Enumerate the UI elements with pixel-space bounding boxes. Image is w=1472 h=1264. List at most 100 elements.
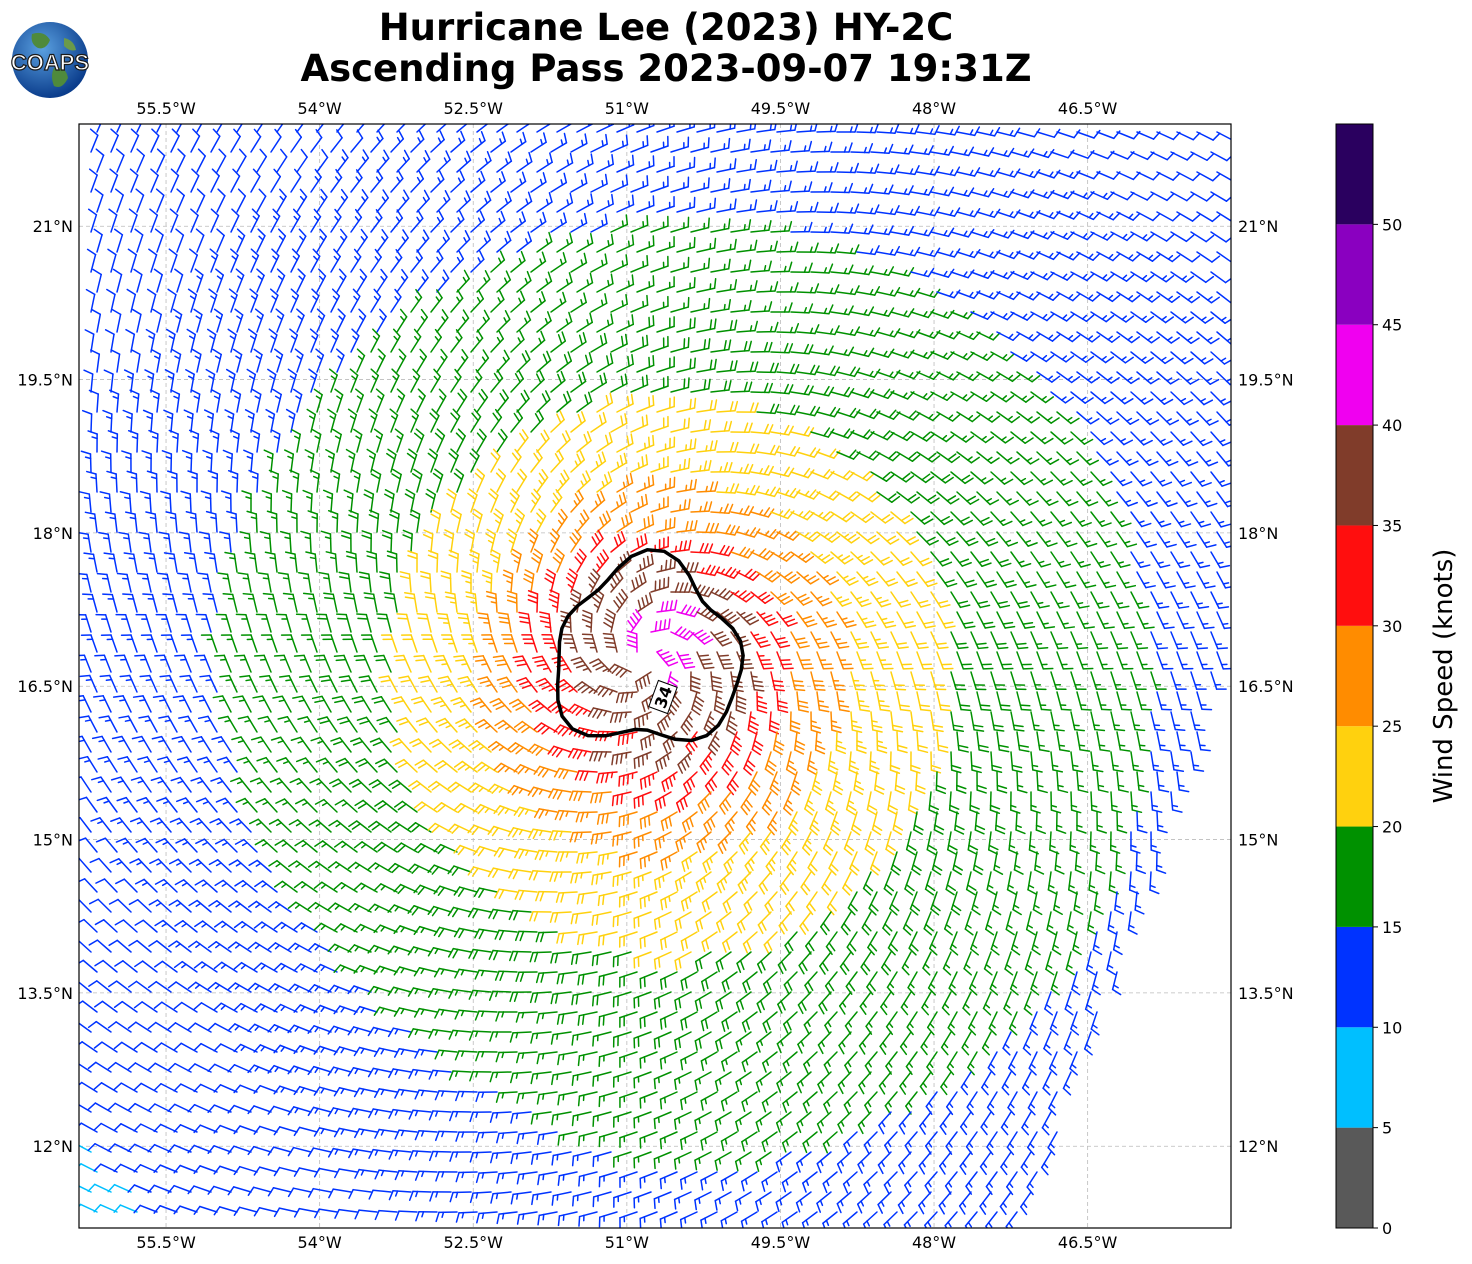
wind-barb <box>570 252 588 273</box>
wind-barb <box>330 208 342 233</box>
wind-barb <box>134 228 144 253</box>
wind-barb <box>1216 291 1231 304</box>
wind-barb <box>208 288 218 313</box>
wind-barb <box>1056 291 1081 302</box>
wind-barb <box>92 268 102 293</box>
wind-barb <box>1190 151 1215 162</box>
wind-barb <box>127 248 137 273</box>
wind-barb <box>736 280 758 293</box>
wind-barb <box>376 228 389 253</box>
wind-barb <box>530 132 547 153</box>
colorbar-tick-label: 35 <box>1382 516 1402 535</box>
wind-barb <box>1216 131 1231 141</box>
wind-barb <box>916 125 940 136</box>
wind-barb <box>310 248 321 273</box>
wind-barb <box>330 288 341 313</box>
wind-barb <box>350 288 361 313</box>
lon-tick-label: 51°W <box>605 1233 649 1252</box>
wind-barb <box>696 278 717 293</box>
wind-barb <box>336 124 345 133</box>
wind-barb <box>1010 148 1035 158</box>
wind-barb <box>93 228 103 253</box>
wind-barb <box>610 254 629 273</box>
wind-barb <box>126 288 137 313</box>
wind-barb <box>656 155 675 173</box>
wind-barb <box>750 301 773 313</box>
wind-barb <box>1030 189 1055 199</box>
wind-barb <box>510 131 527 153</box>
wind-barb <box>1116 211 1141 221</box>
wind-barb <box>410 249 423 273</box>
lat-tick-label: 12°N <box>33 1137 73 1156</box>
wind-barb <box>150 128 160 153</box>
wind-barb <box>790 221 813 233</box>
wind-barb <box>87 208 98 233</box>
wind-barb <box>576 153 594 173</box>
lon-tick-label: 51°W <box>605 99 649 118</box>
wind-barb <box>436 124 448 133</box>
wind-barb <box>876 205 900 216</box>
wind-barb <box>596 273 614 293</box>
wind-barb <box>836 203 860 214</box>
wind-barb <box>536 231 553 253</box>
wind-barb <box>630 175 649 193</box>
wind-barb <box>510 250 526 273</box>
wind-barb <box>356 149 370 173</box>
wind-barb <box>836 326 861 337</box>
wind-barb <box>416 124 427 133</box>
wind-barb <box>370 288 382 313</box>
wind-barb <box>650 175 669 193</box>
wind-barb <box>976 249 1001 259</box>
wind-barb <box>96 124 102 133</box>
wind-barb <box>996 168 1021 178</box>
wind-barb <box>270 168 282 193</box>
wind-barb <box>410 288 423 313</box>
wind-barb <box>516 191 533 213</box>
wind-barb <box>456 190 471 213</box>
wind-barb <box>153 268 163 293</box>
wind-barb <box>550 212 567 233</box>
wind-barb <box>796 242 819 253</box>
wind-barb <box>516 310 532 333</box>
wind-barb <box>496 191 512 213</box>
wind-barb <box>390 209 404 233</box>
wind-barb <box>254 308 264 333</box>
wind-barb <box>216 228 225 253</box>
wind-barb <box>1016 128 1041 138</box>
wind-barb <box>1030 148 1055 159</box>
wind-barb <box>169 208 179 233</box>
wind-barb <box>149 208 159 233</box>
wind-barb <box>536 152 553 173</box>
colorbar-tick-label: 30 <box>1382 617 1402 636</box>
wind-barb <box>910 145 934 156</box>
lat-tick-label: 16.5°N <box>1238 677 1294 696</box>
wind-barb <box>187 288 198 313</box>
wind-barb <box>135 188 145 213</box>
wind-barb <box>976 208 1001 218</box>
wind-barb <box>250 168 261 193</box>
wind-barb <box>150 168 159 193</box>
wind-barb <box>536 192 553 213</box>
wind-barb <box>876 124 900 134</box>
wind-barb <box>716 198 737 213</box>
wind-barb <box>490 210 506 233</box>
wind-barb <box>490 131 507 153</box>
wind-barb <box>390 169 404 193</box>
wind-barb <box>616 234 635 253</box>
wind-barb <box>850 306 875 317</box>
wind-barb <box>816 325 840 336</box>
wind-barb <box>290 288 300 313</box>
lat-tick-label: 18°N <box>33 524 73 543</box>
wind-barb <box>710 258 731 273</box>
wind-barb <box>516 124 531 133</box>
wind-barb <box>128 208 138 233</box>
wind-barb <box>616 194 635 213</box>
wind-barb <box>756 200 778 213</box>
wind-barb <box>676 236 696 253</box>
wind-barb <box>1210 271 1231 284</box>
wind-barb <box>470 131 486 153</box>
wind-barb <box>756 159 778 173</box>
wind-barb <box>610 214 629 233</box>
wind-barb <box>836 285 860 296</box>
